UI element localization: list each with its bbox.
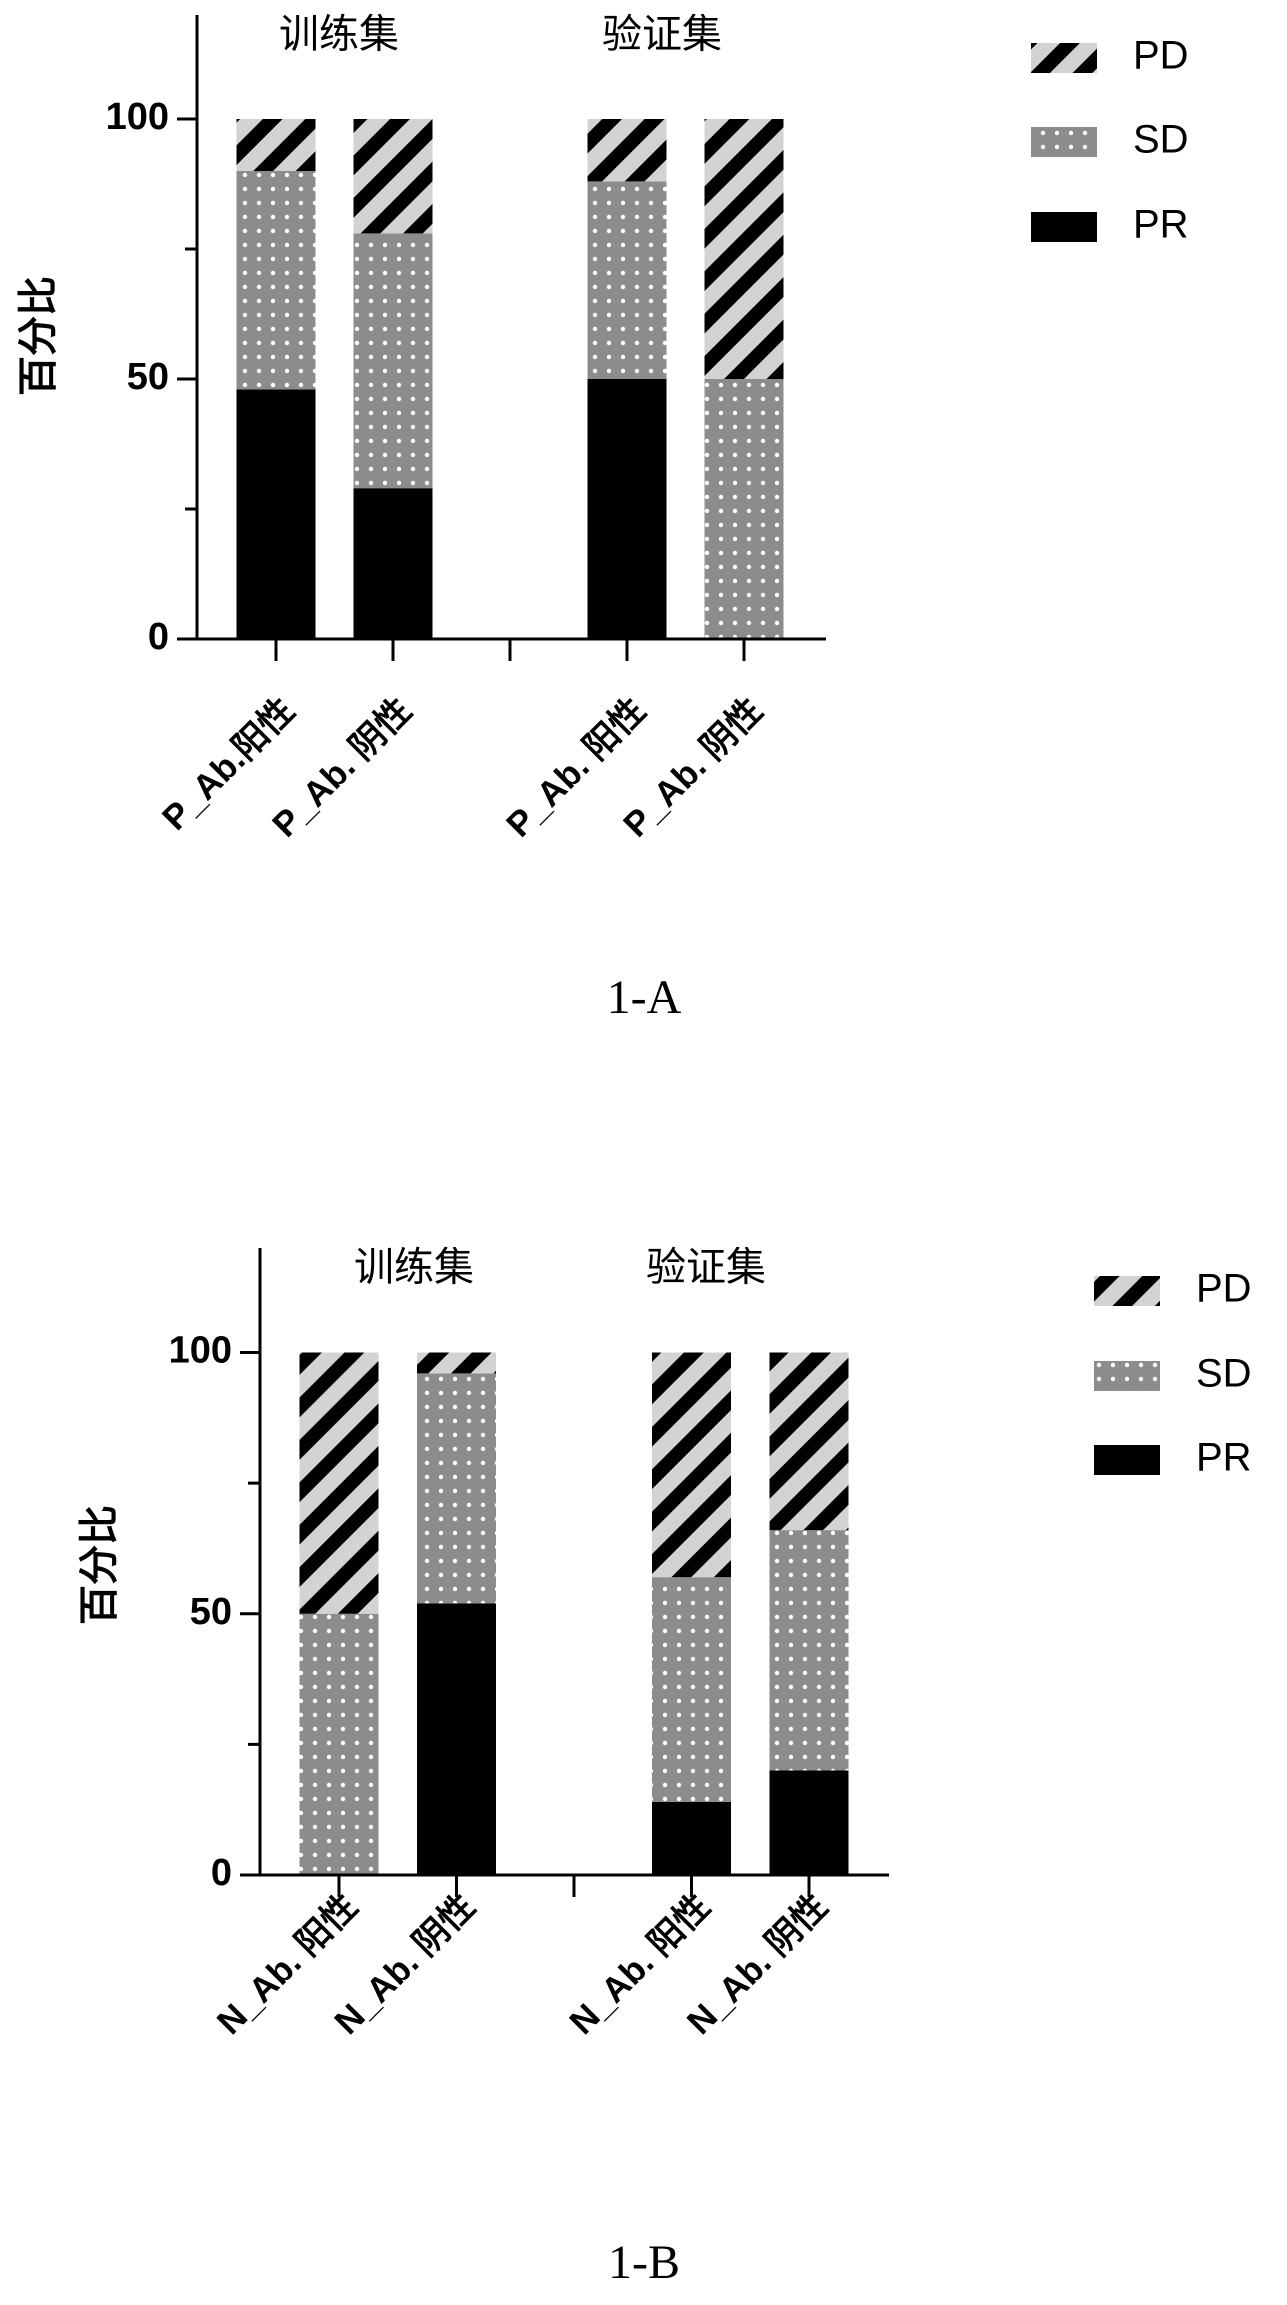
bar-segment [237, 389, 316, 639]
bar-segment [300, 1614, 379, 1875]
bar-segment [705, 379, 784, 639]
bar-segment [417, 1603, 496, 1875]
legend-label: SD [1133, 118, 1189, 162]
bar-segment [770, 1353, 849, 1531]
legend-swatch [1094, 1361, 1160, 1391]
y-axis-label: 百分比 [17, 276, 61, 396]
y-tick-label: 0 [211, 1852, 232, 1894]
bar-segment [354, 233, 433, 488]
legend-label: PD [1196, 1267, 1252, 1311]
group-label: 验证集 [646, 1246, 766, 1290]
legend-swatch [1094, 1276, 1160, 1306]
group-label: 训练集 [279, 13, 399, 57]
bar-segment [237, 171, 316, 389]
legend-swatch [1031, 43, 1097, 73]
bar-segment [354, 119, 433, 233]
bar-segment [770, 1771, 849, 1876]
legend-label: PR [1196, 1436, 1252, 1480]
y-axis-label: 百分比 [78, 1505, 122, 1625]
bar-segment [652, 1353, 731, 1578]
bar-segment [705, 119, 784, 379]
caption: 1-B [608, 2236, 680, 2289]
y-tick-label: 50 [190, 1591, 232, 1633]
caption: 1-A [607, 971, 682, 1024]
legend-label: SD [1196, 1352, 1252, 1396]
bar-segment [770, 1530, 849, 1770]
bar-segment [417, 1353, 496, 1374]
y-tick-label: 50 [127, 356, 169, 398]
bar-segment [237, 119, 316, 171]
bar-segment [588, 379, 667, 639]
y-tick-label: 100 [106, 96, 169, 138]
bar-segment [652, 1802, 731, 1875]
legend-swatch [1031, 212, 1097, 242]
bar-segment [300, 1353, 379, 1614]
bar-segment [417, 1373, 496, 1603]
bar-segment [588, 181, 667, 379]
bar-segment [652, 1577, 731, 1802]
bar-segment [588, 119, 667, 181]
legend-label: PR [1133, 203, 1189, 247]
figure: 050100P_Ab.阳性P_Ab. 阴性P_Ab. 阳性P_Ab. 阴性训练集… [0, 0, 1287, 2305]
y-tick-label: 0 [148, 616, 169, 658]
legend-swatch [1094, 1445, 1160, 1475]
bar-segment [354, 488, 433, 639]
page: {"chart_data": [ {"type": "bar", "stacke… [0, 0, 1287, 2305]
group-label: 验证集 [602, 13, 722, 57]
legend-swatch [1031, 127, 1097, 157]
y-tick-label: 100 [169, 1330, 232, 1372]
legend-label: PD [1133, 34, 1189, 78]
group-label: 训练集 [354, 1246, 474, 1290]
